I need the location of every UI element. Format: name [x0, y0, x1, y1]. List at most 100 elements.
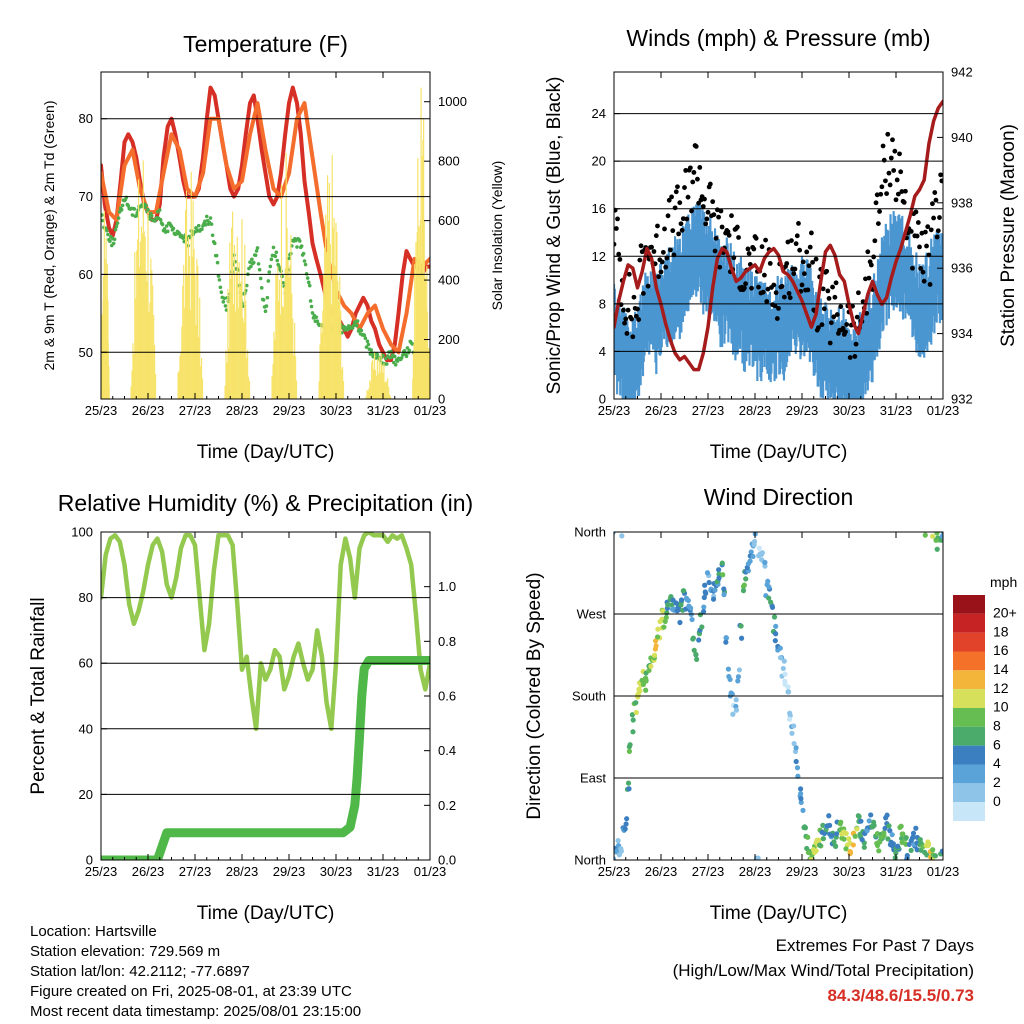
gust-point	[890, 137, 895, 143]
direction-point	[852, 833, 858, 839]
gust-point	[801, 271, 807, 277]
direction-point	[782, 671, 788, 677]
y-axis-label: Percent & Total Rainfall	[28, 597, 49, 794]
direction-point	[685, 597, 691, 604]
dewpoint-point	[369, 348, 374, 352]
x-tick-label: 30/23	[833, 403, 866, 418]
direction-point	[637, 688, 643, 694]
station-latlon: Station lat/lon: 42.2112; -77.6897	[30, 963, 250, 980]
gust-point	[879, 184, 885, 190]
dewpoint-point	[209, 222, 214, 226]
direction-point	[648, 663, 654, 669]
colorbar-swatch	[953, 651, 985, 671]
y-tick-label: 16	[592, 201, 606, 216]
direction-point	[762, 559, 768, 566]
gust-point	[779, 283, 785, 289]
y-tick-label: West	[577, 607, 607, 622]
direction-point	[887, 828, 893, 834]
direction-point	[626, 748, 633, 754]
y-right-axis-label: Solar Insolation (Yellow)	[489, 161, 505, 311]
dewpoint-point	[393, 362, 398, 367]
gust-point	[880, 143, 886, 149]
direction-point	[833, 831, 840, 837]
direction-point	[773, 623, 779, 629]
direction-point	[847, 849, 853, 855]
gust-point	[921, 278, 927, 284]
gust-point	[682, 185, 687, 190]
direction-point	[820, 836, 827, 842]
x-tick-label: 26/23	[132, 864, 165, 879]
direction-point	[655, 626, 661, 632]
direction-point	[728, 690, 734, 696]
series-rh	[101, 532, 430, 732]
direction-point	[876, 848, 882, 854]
dewpoint-point	[115, 221, 120, 225]
y-right-tick-label: 0.6	[438, 689, 456, 704]
y-axis-label: Sonic/Prop Wind & Gust (Blue, Black)	[544, 77, 565, 395]
dewpoint-point	[381, 353, 385, 358]
x-tick-label: 29/23	[786, 864, 819, 879]
dewpoint-point	[249, 264, 253, 269]
gust-point	[828, 320, 834, 326]
direction-point	[755, 855, 761, 860]
direction-point	[748, 549, 754, 555]
dewpoint-point	[162, 227, 167, 231]
dewpoint-point	[144, 203, 148, 208]
direction-point	[794, 765, 801, 771]
dewpoint-point	[221, 300, 226, 304]
dewpoint-point	[359, 328, 364, 333]
colorbar-swatch	[953, 802, 985, 821]
gust-point	[626, 271, 632, 277]
direction-point	[787, 710, 793, 716]
direction-point	[736, 667, 743, 673]
x-tick-label: 30/23	[320, 403, 353, 418]
direction-point	[798, 799, 804, 806]
x-tick-label: 01/23	[414, 864, 447, 879]
dewpoint-point	[203, 219, 207, 224]
gust-point	[830, 284, 835, 290]
series-precip	[101, 656, 430, 860]
gust-point	[670, 228, 676, 234]
direction-point	[710, 596, 717, 602]
gust-point	[759, 244, 765, 250]
dewpoint-point	[219, 290, 224, 295]
gust-point	[630, 334, 636, 340]
chart-title: Relative Humidity (%) & Precipitation (i…	[58, 490, 473, 516]
gust-point	[791, 271, 797, 277]
dewpoint-point	[120, 203, 125, 208]
gust-point	[716, 214, 721, 220]
dewpoint-point	[275, 258, 280, 263]
y-tick-label: 60	[79, 267, 93, 282]
direction-point	[789, 730, 795, 736]
direction-point	[938, 537, 943, 543]
gust-point	[925, 224, 931, 230]
gust-point	[631, 294, 637, 300]
direction-point	[733, 697, 739, 703]
direction-point	[712, 587, 718, 593]
y-right-tick-label: 1.0	[438, 579, 456, 594]
direction-point	[768, 599, 774, 605]
direction-point	[653, 643, 659, 649]
direction-point	[913, 825, 919, 831]
dewpoint-point	[267, 270, 272, 274]
dewpoint-point	[302, 259, 307, 263]
direction-point	[766, 584, 772, 590]
y-tick-label: 20	[592, 154, 606, 169]
extremes-box: Extremes For Past 7 Days (High/Low/Max W…	[673, 933, 974, 1008]
gust-point	[893, 197, 899, 203]
gust-point	[865, 249, 871, 255]
direction-point	[861, 844, 867, 850]
gust-point	[760, 289, 766, 295]
direction-point	[808, 856, 814, 860]
dewpoint-point	[306, 280, 311, 285]
gust-point	[918, 266, 924, 271]
direction-point	[914, 847, 920, 853]
y-tick-label: 80	[79, 590, 93, 605]
y-right-tick-label: 600	[438, 213, 460, 228]
gust-point	[776, 305, 781, 311]
colorbar-label: 16	[993, 642, 1009, 658]
colorbar-swatch	[953, 783, 985, 803]
gust-point	[881, 157, 887, 163]
direction-point	[800, 807, 806, 813]
dewpoint-point	[132, 207, 137, 211]
